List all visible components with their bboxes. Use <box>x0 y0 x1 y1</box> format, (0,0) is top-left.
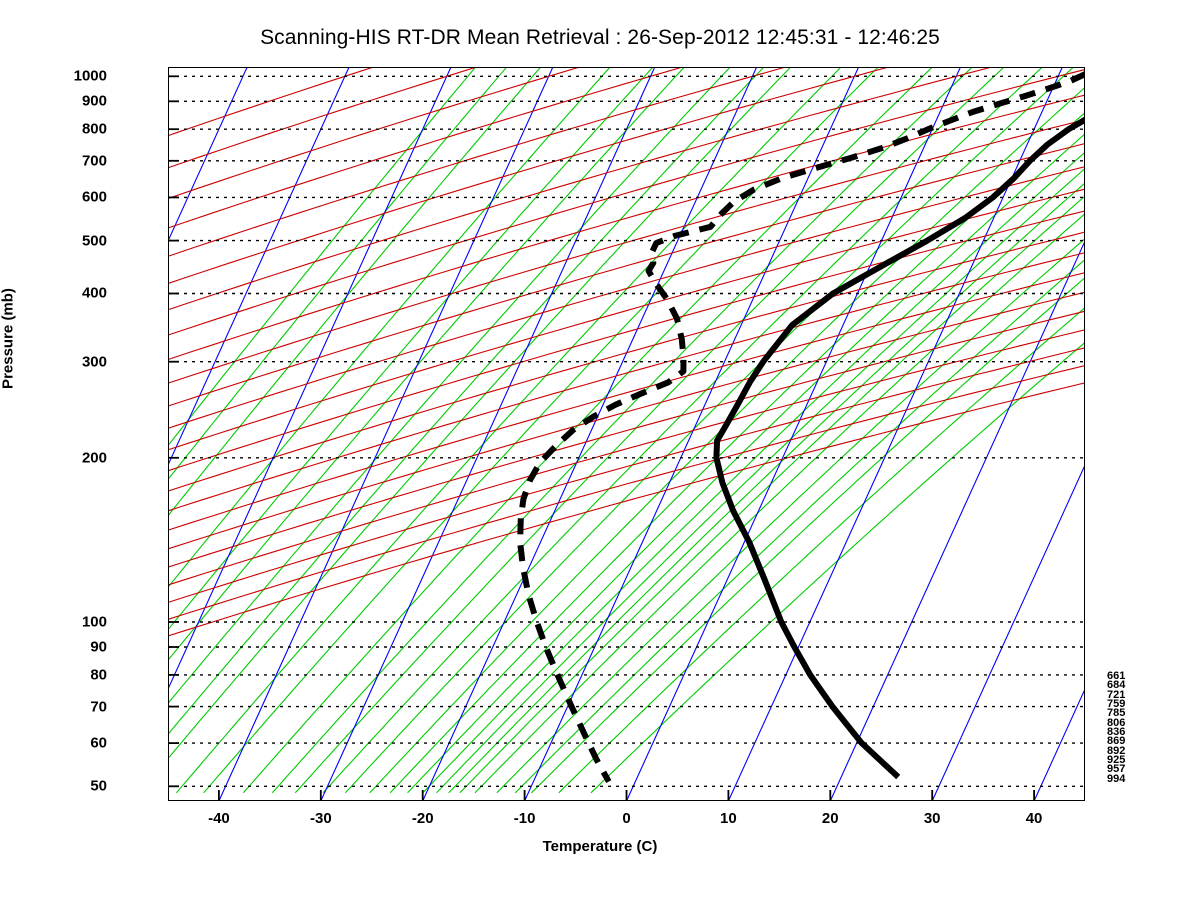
right-pressure-label: 806 <box>1107 716 1126 729</box>
x-tick-30: 30 <box>923 810 941 827</box>
right-pressure-annotations: 661 684 721 759 785 806 836 869 892 925 957 994 <box>1107 670 1167 785</box>
y-tick-80: 80 <box>90 666 107 684</box>
dry-adiabat-lines <box>168 67 1085 637</box>
right-pressure-label: 684 <box>1107 679 1126 692</box>
right-pressure-label: 994 <box>1107 772 1126 785</box>
right-pressure-label: 957 <box>1107 763 1126 776</box>
pressure-gridlines <box>168 75 1085 787</box>
right-pressure-label: 925 <box>1107 754 1126 766</box>
right-pressure-label: 836 <box>1107 726 1126 738</box>
x-tick-40: 40 <box>1025 810 1043 827</box>
y-tick-800: 800 <box>81 120 107 138</box>
y-tick-50: 50 <box>90 777 107 795</box>
sounding-traces <box>517 71 1085 784</box>
x-tick-20: 20 <box>821 810 839 827</box>
mixing-ratio-lines <box>168 67 1085 794</box>
y-tick-700: 700 <box>81 152 107 170</box>
y-tick-60: 60 <box>90 734 107 752</box>
y-tick-400: 400 <box>81 284 107 302</box>
skewt-canvas <box>168 67 1085 801</box>
x-tick-neg40: -40 <box>208 810 230 827</box>
y-axis-label: Pressure (mb) <box>0 288 17 389</box>
x-axis-label: Temperature (C) <box>542 838 658 855</box>
y-tick-600: 600 <box>81 188 107 206</box>
y-tick-90: 90 <box>90 638 107 656</box>
right-pressure-label: 759 <box>1107 698 1126 710</box>
y-tick-300: 300 <box>81 353 107 371</box>
plot-background <box>168 67 1085 801</box>
right-pressure-label: 785 <box>1107 707 1126 720</box>
right-pressure-label: 721 <box>1107 688 1126 701</box>
axis-ticks <box>168 75 1035 801</box>
y-tick-200: 200 <box>81 449 107 467</box>
x-tick-0: 0 <box>622 810 631 827</box>
plot-area <box>168 67 1085 801</box>
x-tick-neg30: -30 <box>309 810 332 827</box>
y-tick-70: 70 <box>90 698 107 716</box>
right-pressure-label: 869 <box>1107 735 1126 748</box>
x-tick-neg20: -20 <box>411 810 434 827</box>
temperature-trace <box>713 116 1085 780</box>
x-tick-neg10: -10 <box>513 810 536 827</box>
y-tick-1000: 1000 <box>73 67 107 85</box>
dewpoint-trace <box>517 71 1085 784</box>
chart-title: Scanning-HIS RT-DR Mean Retrieval : 26-S… <box>260 26 940 49</box>
right-pressure-label: 892 <box>1107 744 1126 757</box>
x-tick-10: 10 <box>720 810 737 827</box>
y-tick-500: 500 <box>81 232 107 250</box>
y-tick-100: 100 <box>81 613 107 631</box>
right-pressure-label: 661 <box>1107 670 1126 682</box>
y-tick-900: 900 <box>81 92 107 110</box>
